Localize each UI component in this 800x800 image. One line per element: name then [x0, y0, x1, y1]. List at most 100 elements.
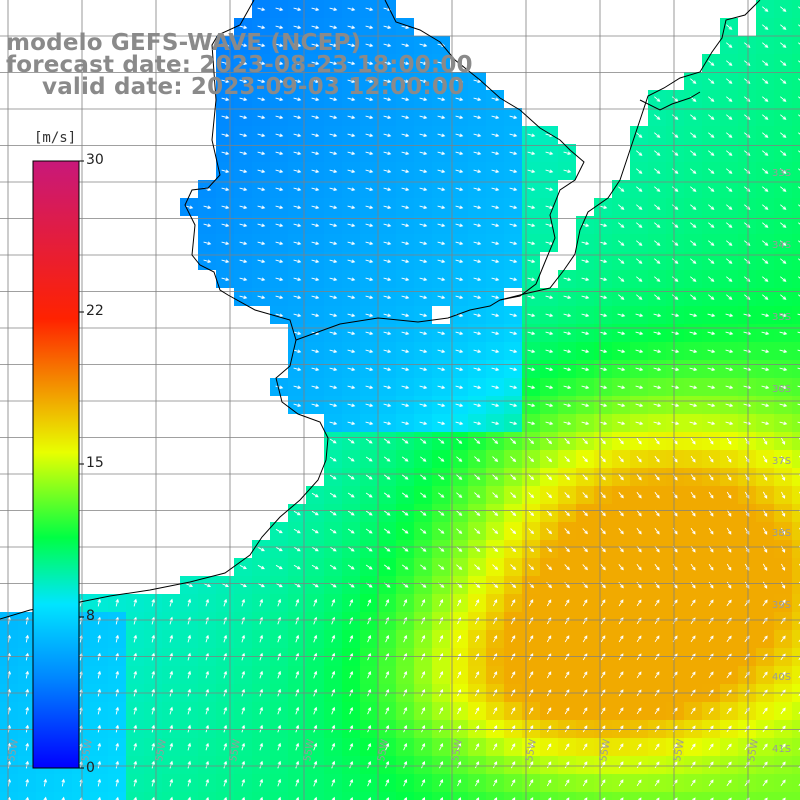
wind-arrow: [582, 564, 588, 571]
wind-cell: [90, 792, 108, 800]
wind-arrow: [365, 61, 374, 66]
wind-arrow: [708, 222, 715, 228]
wind-arrow: [491, 277, 500, 282]
wind-arrow: [437, 61, 446, 66]
wind-arrow: [455, 187, 464, 192]
wind-arrow: [419, 187, 428, 192]
wind-arrow: [780, 96, 787, 102]
wind-arrow: [563, 421, 572, 426]
colorbar: [32, 160, 80, 769]
wind-arrow: [383, 474, 391, 480]
wind-arrow: [582, 510, 588, 517]
wind-arrow: [457, 743, 462, 751]
wind-arrow: [708, 437, 714, 445]
wind-arrow: [600, 474, 606, 481]
wind-arrow: [781, 581, 786, 589]
wind-cell: [486, 792, 504, 800]
wind-arrow: [313, 652, 318, 661]
wind-arrow: [365, 205, 374, 210]
wind-arrow: [798, 186, 800, 189]
wind-arrow: [419, 241, 428, 246]
wind-cell: [450, 792, 468, 800]
wind-arrow: [474, 546, 481, 553]
wind-arrow: [708, 671, 714, 679]
wind-arrow: [762, 671, 768, 679]
wind-arrow: [708, 761, 714, 769]
wind-arrow: [545, 187, 554, 192]
wind-arrow: [257, 277, 266, 282]
wind-arrow: [437, 151, 446, 156]
wind-arrow: [221, 205, 230, 210]
wind-arrow: [151, 778, 156, 787]
wind-arrow: [581, 385, 590, 390]
wind-arrow: [187, 724, 192, 733]
wind-arrow: [329, 241, 338, 246]
wind-arrow: [293, 205, 302, 210]
wind-arrow: [293, 403, 302, 408]
wind-arrow: [545, 331, 554, 336]
wind-arrow: [761, 331, 770, 336]
wind-arrow: [401, 205, 410, 210]
wind-arrow: [293, 564, 301, 570]
wind-arrow: [509, 277, 518, 282]
wind-arrow: [239, 295, 248, 300]
wind-arrow: [257, 43, 266, 48]
wind-arrow: [25, 796, 29, 800]
wind-arrow: [419, 151, 428, 156]
wind-arrow: [563, 151, 572, 156]
wind-arrow: [600, 761, 606, 769]
wind-cell: [684, 792, 702, 800]
wind-arrow: [654, 707, 660, 715]
wind-arrow: [329, 367, 338, 372]
wind-arrow: [509, 169, 518, 174]
wind-arrow: [437, 367, 446, 372]
wind-arrow: [329, 313, 338, 318]
wind-arrow: [708, 132, 715, 138]
wind-arrow: [385, 724, 390, 733]
wind-arrow: [205, 742, 210, 751]
wind-arrow: [492, 474, 499, 481]
wind-arrow: [365, 456, 373, 462]
wind-arrow: [582, 653, 588, 661]
wind-arrow: [331, 598, 336, 607]
wind-arrow: [528, 743, 534, 751]
wind-arrow: [493, 707, 498, 715]
wind-arrow: [365, 115, 374, 120]
wind-arrow: [797, 367, 800, 370]
wind-arrow: [385, 742, 390, 751]
wind-arrow: [420, 492, 427, 498]
wind-arrow: [311, 510, 319, 516]
longitude-label: 55W: [80, 738, 95, 762]
wind-arrow: [473, 295, 482, 300]
wind-arrow: [546, 599, 552, 607]
wind-arrow: [582, 635, 588, 643]
wind-arrow: [563, 169, 572, 174]
wind-arrow: [780, 204, 787, 210]
wind-cell: [414, 792, 432, 800]
wind-arrow: [311, 546, 319, 552]
wind-arrow: [221, 583, 229, 588]
wind-arrow: [491, 151, 500, 156]
wind-arrow: [420, 528, 427, 534]
wind-arrow: [259, 724, 264, 733]
wind-arrow: [365, 259, 374, 264]
wind-arrow: [329, 528, 337, 534]
wind-arrow: [546, 779, 552, 787]
wind-arrow: [780, 114, 787, 120]
wind-arrow: [293, 510, 301, 516]
wind-arrow: [636, 527, 642, 535]
wind-arrow: [672, 240, 679, 246]
wind-arrow: [546, 707, 552, 715]
wind-arrow: [365, 564, 373, 570]
wind-arrow: [618, 276, 625, 282]
wind-arrow: [564, 671, 570, 679]
wind-arrow: [257, 169, 266, 174]
wind-arrow: [599, 421, 608, 426]
wind-arrow: [293, 151, 302, 156]
wind-arrow: [347, 367, 356, 372]
wind-arrow: [455, 385, 464, 390]
wind-arrow: [293, 79, 302, 84]
wind-arrow: [385, 706, 390, 715]
wind-arrow: [365, 169, 374, 174]
